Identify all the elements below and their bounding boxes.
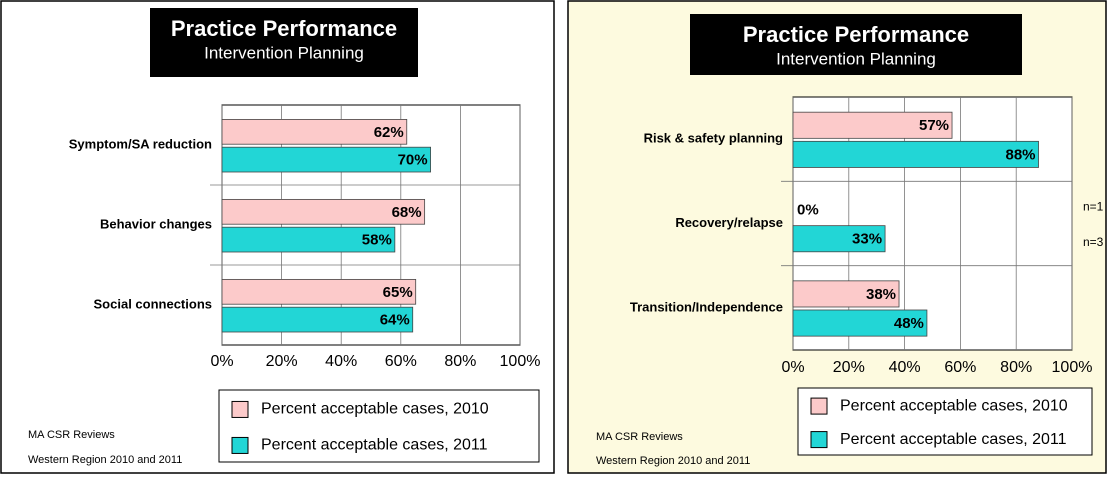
title-box xyxy=(150,8,418,77)
x-tick-label: 20% xyxy=(833,359,865,376)
chart-title: Practice Performance xyxy=(171,16,397,41)
value-label: 33% xyxy=(852,231,882,248)
bar xyxy=(792,225,886,253)
x-tick-label: 100% xyxy=(1052,359,1093,376)
category-label: Transition/Independence xyxy=(630,299,783,314)
category-label: Symptom/SA reduction xyxy=(69,136,212,151)
annotation: n=3 xyxy=(1083,235,1104,249)
x-tick-label: 40% xyxy=(889,359,921,376)
value-label: 62% xyxy=(374,124,404,141)
bar xyxy=(221,119,408,145)
category-label: Social connections xyxy=(94,296,212,311)
source-note: MA CSR Reviews xyxy=(596,431,683,443)
bar xyxy=(221,198,426,225)
x-tick-label: 0% xyxy=(210,353,233,370)
value-label: 64% xyxy=(380,312,410,329)
legend-swatch xyxy=(810,397,828,415)
chart-subtitle: Intervention Planning xyxy=(776,49,936,68)
legend-label: Percent acceptable cases, 2011 xyxy=(261,437,488,454)
x-tick-label: 40% xyxy=(325,353,357,370)
x-tick-label: 20% xyxy=(266,353,298,370)
value-label: 0% xyxy=(797,202,819,219)
bar xyxy=(221,226,396,253)
x-tick-label: 0% xyxy=(781,359,804,376)
bar xyxy=(221,306,414,333)
legend-box xyxy=(797,387,1093,456)
x-tick-label: 100% xyxy=(500,353,541,370)
value-label: 38% xyxy=(866,286,896,303)
value-label: 88% xyxy=(1005,146,1035,163)
legend-swatch xyxy=(810,431,828,449)
legend-label: Percent acceptable cases, 2011 xyxy=(840,431,1067,448)
category-label: Risk & safety planning xyxy=(644,131,783,146)
legend-swatch xyxy=(231,436,249,454)
category-label: Recovery/relapse xyxy=(675,215,783,230)
legend-label: Percent acceptable cases, 2010 xyxy=(261,401,489,418)
value-label: 65% xyxy=(383,284,413,301)
x-tick-label: 60% xyxy=(385,353,417,370)
value-label: 58% xyxy=(362,232,392,249)
legend-label: Percent acceptable cases, 2010 xyxy=(840,397,1068,414)
value-label: 68% xyxy=(392,204,422,221)
bar xyxy=(792,111,953,139)
value-label: 48% xyxy=(894,315,924,332)
legend-box xyxy=(218,389,540,463)
category-label: Behavior changes xyxy=(100,216,212,231)
title-box xyxy=(690,14,1022,75)
source-note: Western Region 2010 and 2011 xyxy=(28,454,182,466)
plot-area xyxy=(792,96,1073,351)
source-note: Western Region 2010 and 2011 xyxy=(596,455,750,467)
chart-subtitle: Intervention Planning xyxy=(204,43,364,62)
value-label: 70% xyxy=(398,152,428,169)
bar xyxy=(221,278,417,305)
x-tick-label: 60% xyxy=(944,359,976,376)
x-tick-label: 80% xyxy=(444,353,476,370)
annotation: n=1 xyxy=(1083,200,1104,214)
bar xyxy=(792,280,900,308)
bar xyxy=(221,146,432,173)
value-label: 57% xyxy=(919,117,949,134)
chart-title: Practice Performance xyxy=(743,22,969,47)
bar xyxy=(792,309,928,337)
x-tick-label: 80% xyxy=(1000,359,1032,376)
source-note: MA CSR Reviews xyxy=(28,429,115,441)
plot-area xyxy=(221,104,521,346)
bar xyxy=(792,140,1039,168)
legend-swatch xyxy=(231,400,249,418)
